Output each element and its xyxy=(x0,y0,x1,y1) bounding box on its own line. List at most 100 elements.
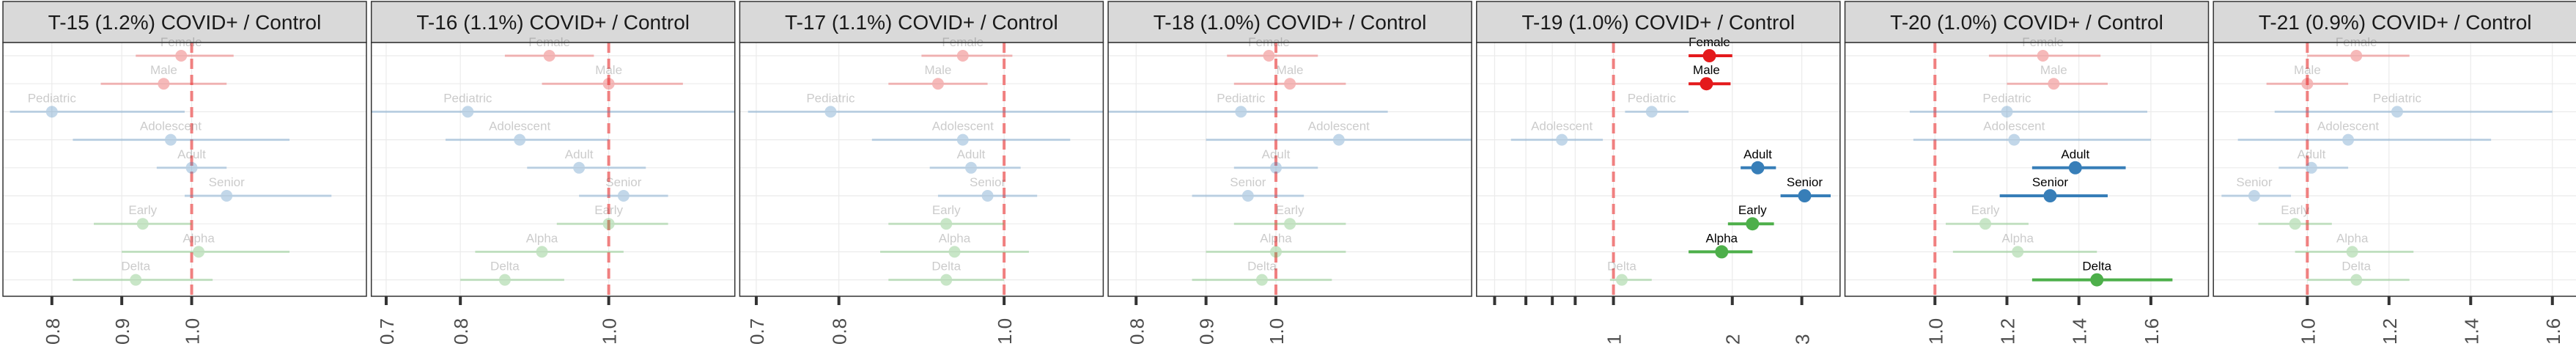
forest-point-group: Early xyxy=(94,203,192,230)
point-label: Male xyxy=(2040,63,2067,77)
point-estimate xyxy=(617,190,630,202)
point-label: Adolescent xyxy=(2317,120,2379,133)
point-label: Male xyxy=(2294,63,2321,77)
forest-point-group: Pediatric xyxy=(1625,91,1689,118)
point-label: Pediatric xyxy=(1628,91,1677,105)
point-estimate xyxy=(1235,106,1247,118)
x-tick-label: 1.0 xyxy=(1924,318,1946,345)
point-estimate xyxy=(1284,218,1296,230)
point-label: Adult xyxy=(957,147,986,161)
point-label: Pediatric xyxy=(2373,91,2422,105)
point-label: Alpha xyxy=(939,231,971,245)
facet-panel: T-16 (1.1%) COVID+ / ControlFemaleMalePe… xyxy=(370,1,736,345)
point-label: Alpha xyxy=(2336,231,2369,245)
point-label: Senior xyxy=(209,175,245,189)
x-tick-label: 1.6 xyxy=(2141,318,2163,345)
forest-point-group: Delta xyxy=(1607,260,1652,286)
facet-title: T-16 (1.1%) COVID+ / Control xyxy=(416,11,690,34)
forest-point-group: Pediatric xyxy=(1108,91,1388,118)
x-tick-label: 0.8 xyxy=(1126,318,1148,345)
point-label: Male xyxy=(925,63,952,77)
forest-point-group: Senior xyxy=(1192,175,1304,202)
point-estimate xyxy=(2043,189,2057,202)
panel-border xyxy=(370,42,736,297)
panel-border xyxy=(2,42,367,297)
point-estimate xyxy=(2090,273,2104,287)
point-estimate xyxy=(543,50,556,62)
forest-point-group: Alpha xyxy=(1206,231,1346,258)
point-estimate xyxy=(1979,218,1992,230)
forest-point-group: Delta xyxy=(888,260,1005,286)
facet-strip xyxy=(2213,1,2576,43)
forest-point-group: Alpha xyxy=(880,231,1029,258)
forest-point-group: Pediatric xyxy=(10,91,185,118)
x-tick-label: 0.8 xyxy=(450,318,472,345)
point-label: Pediatric xyxy=(806,91,855,105)
point-label: Early xyxy=(128,203,157,217)
point-label: Adolescent xyxy=(140,120,202,133)
point-label: Delta xyxy=(931,260,961,274)
point-estimate xyxy=(462,106,474,118)
panel-border xyxy=(1476,42,1841,297)
point-estimate xyxy=(45,106,58,118)
point-estimate xyxy=(1263,50,1275,62)
point-label: Male xyxy=(1693,63,1720,77)
forest-point-group: Early xyxy=(1946,203,2029,230)
point-estimate xyxy=(2037,50,2049,62)
point-estimate xyxy=(1284,78,1296,90)
point-estimate xyxy=(1241,190,1254,202)
x-tick-label: 0.7 xyxy=(746,318,768,345)
forest-point-group: Senior xyxy=(1999,175,2108,202)
point-estimate xyxy=(931,78,944,90)
forest-point-group: Male xyxy=(1689,63,1731,91)
point-label: Adult xyxy=(565,147,594,161)
plot-area xyxy=(3,43,366,296)
point-label: Adult xyxy=(2061,147,2089,161)
plot-area xyxy=(739,43,1104,296)
point-label: Senior xyxy=(605,175,641,189)
point-label: Male xyxy=(1277,63,1304,77)
forest-point-group: Early xyxy=(2258,203,2332,230)
point-estimate xyxy=(1700,77,1713,91)
panel-border xyxy=(1107,42,1472,297)
facet-strip xyxy=(1107,1,1472,43)
forest-point-group: Early xyxy=(888,203,1005,230)
point-estimate xyxy=(536,246,548,258)
point-estimate xyxy=(221,190,233,202)
point-estimate xyxy=(2301,78,2314,90)
facet-title: T-18 (1.0%) COVID+ / Control xyxy=(1154,11,1427,34)
x-tick-label: 1.2 xyxy=(2379,318,2401,345)
point-estimate xyxy=(1270,246,1283,258)
forest-point-group: Alpha xyxy=(475,231,624,258)
point-label: Male xyxy=(150,63,177,77)
point-estimate xyxy=(1332,133,1345,146)
panel-border xyxy=(1844,42,2210,297)
x-tick-label: 0.7 xyxy=(376,318,398,345)
forest-point-group: Delta xyxy=(2307,260,2410,286)
point-estimate xyxy=(1645,106,1658,118)
point-label: Alpha xyxy=(2001,231,2034,245)
point-label: Alpha xyxy=(1706,231,1738,245)
point-label: Senior xyxy=(1230,175,1266,189)
forest-point-group: Adolescent xyxy=(1206,120,1472,146)
forest-point-group: Male xyxy=(542,63,683,90)
x-tick-label: 1.2 xyxy=(1996,318,2018,345)
point-label: Pediatric xyxy=(443,91,492,105)
forest-point-group: Adolescent xyxy=(1510,120,1603,146)
point-estimate xyxy=(2001,106,2013,118)
point-label: Adolescent xyxy=(1308,120,1370,133)
x-tick-label: 1.0 xyxy=(599,318,621,345)
forest-point-group: Adolescent xyxy=(445,120,609,146)
point-estimate xyxy=(2012,246,2024,258)
point-estimate xyxy=(940,274,953,286)
forest-point-group: Delta xyxy=(2031,260,2173,287)
point-label: Early xyxy=(2281,203,2309,217)
point-label: Early xyxy=(1276,203,1304,217)
forest-point-group: Senior xyxy=(2221,175,2292,202)
panel-border xyxy=(2213,42,2576,297)
point-estimate xyxy=(1702,49,1716,62)
point-label: Senior xyxy=(1787,175,1823,189)
point-estimate xyxy=(2350,50,2363,62)
panel-border xyxy=(739,42,1104,297)
facet-title: T-20 (1.0%) COVID+ / Control xyxy=(1890,11,2163,34)
